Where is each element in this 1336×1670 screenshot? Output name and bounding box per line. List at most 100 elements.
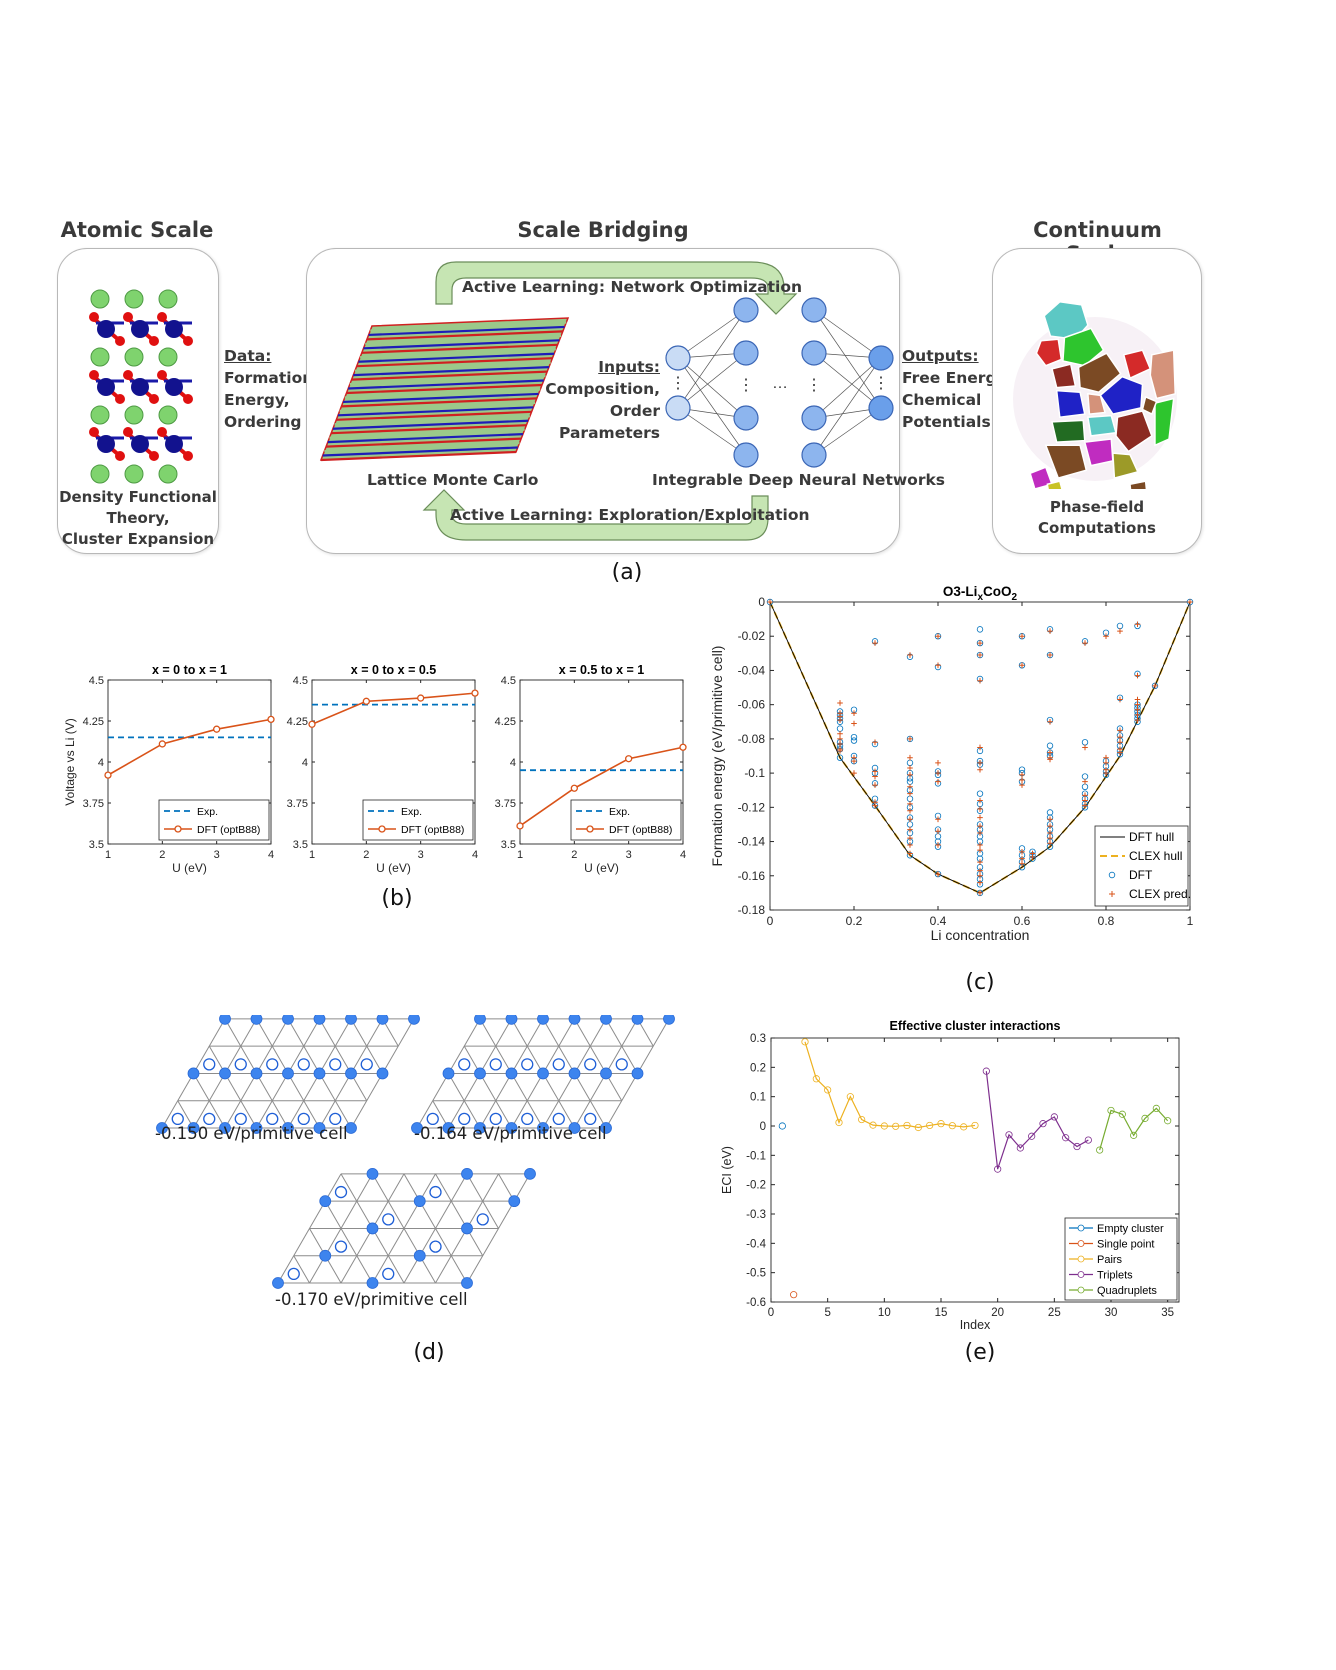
clex-point	[977, 806, 983, 812]
grain	[1046, 480, 1063, 489]
clex-point	[977, 859, 983, 865]
dft-line	[519, 746, 684, 827]
y-tick-label: 3.75	[83, 798, 104, 810]
dft-point	[516, 822, 524, 830]
atomic-scale-box: Density Functional Theory, Cluster Expan…	[57, 248, 219, 554]
clex-point	[1134, 701, 1141, 708]
nn-node	[733, 297, 759, 323]
nn-edge	[813, 407, 882, 456]
clex-point	[1152, 683, 1158, 689]
clex-point	[1082, 744, 1088, 751]
chart-title: Effective cluster interactions	[890, 1019, 1061, 1033]
li-atom	[124, 405, 144, 425]
lattice-line	[208, 1045, 257, 1129]
y-tick-label: 0.2	[750, 1062, 766, 1074]
series-point	[801, 1038, 809, 1046]
y-tick-label: -0.2	[746, 1180, 766, 1192]
filled-site-icon	[345, 1015, 357, 1025]
atomic-scale-title: Atomic Scale	[60, 218, 214, 242]
legend-marker	[1077, 1224, 1085, 1232]
x-tick-label: 3	[214, 849, 220, 861]
nn-edge	[677, 357, 747, 456]
filled-site-icon	[408, 1015, 420, 1025]
dft-point	[976, 626, 984, 633]
clex-point	[977, 847, 983, 853]
legend-dft-marker	[1108, 871, 1116, 879]
o-atom	[123, 312, 133, 322]
filled-site-icon	[376, 1067, 389, 1080]
nn-edge	[677, 309, 747, 359]
clex-point	[1047, 816, 1053, 823]
filled-site-icon	[537, 1067, 549, 1080]
x-axis-label: U (eV)	[584, 861, 619, 875]
lattice-stripe	[351, 370, 548, 381]
grain	[1087, 392, 1106, 415]
open-site-icon	[334, 1185, 348, 1199]
x-tick-label: 5	[824, 1307, 830, 1319]
lattice-stripe	[368, 325, 565, 337]
open-site-icon	[203, 1112, 216, 1126]
clex-point	[767, 599, 773, 605]
dft-point	[308, 720, 316, 728]
clex-point	[872, 640, 878, 646]
series-point	[1096, 1146, 1104, 1154]
open-site-icon	[476, 1213, 489, 1226]
clex-point	[977, 677, 983, 684]
li-atom	[124, 289, 144, 309]
bottom-arrow-label: Active Learning: Exploration/Exploitatio…	[450, 506, 810, 524]
filled-site-icon	[505, 1067, 518, 1080]
clex-point	[837, 700, 843, 706]
grain	[1154, 397, 1175, 447]
legend-marker	[1077, 1271, 1085, 1278]
open-site-icon	[552, 1112, 565, 1126]
y-tick-label: -0.5	[746, 1268, 766, 1280]
open-site-icon	[329, 1112, 342, 1126]
clex-point	[1047, 823, 1053, 829]
open-site-icon	[266, 1112, 279, 1126]
clex-point	[977, 814, 983, 821]
atomic-scale-label: Density Functional Theory, Cluster Expan…	[59, 488, 217, 548]
x-axis-label: U (eV)	[376, 861, 411, 875]
filled-site-icon	[474, 1067, 486, 1080]
clex-point	[977, 867, 983, 874]
legend-label: Quadruplets	[1097, 1285, 1157, 1297]
filled-site-icon	[366, 1277, 379, 1289]
clex-point	[935, 871, 941, 877]
y-tick-label: 0	[760, 1121, 766, 1133]
o-atom	[149, 336, 159, 346]
o-atom	[157, 427, 167, 437]
legend-exp-label: Exp.	[609, 806, 630, 818]
nn-vertical-ellipsis: ⋮	[738, 377, 754, 394]
filled-site-icon	[474, 1015, 486, 1025]
legend-label: Single point	[1097, 1239, 1155, 1251]
clex-point	[1019, 782, 1025, 788]
clex-point	[837, 736, 843, 742]
x-tick-label: 1	[517, 849, 523, 861]
clex-point	[1047, 628, 1053, 634]
li-atom	[158, 464, 178, 484]
caption-e: (e)	[964, 1340, 996, 1365]
y-tick-label: -0.4	[746, 1238, 766, 1250]
clex-point	[977, 830, 983, 836]
legend-dft-label: DFT (optB88)	[401, 824, 464, 836]
dft-point	[158, 740, 166, 748]
open-site-icon	[615, 1058, 628, 1071]
clex-point	[1029, 854, 1036, 860]
nn-edge	[677, 309, 747, 409]
clex-point	[837, 730, 843, 737]
lattice-stripe	[346, 383, 543, 395]
dft-point	[1046, 809, 1054, 816]
legend-marker	[1077, 1240, 1085, 1247]
filled-site-icon	[345, 1067, 357, 1080]
x-tick-label: 10	[878, 1307, 891, 1319]
series-point	[835, 1118, 843, 1127]
triangular-lattice	[156, 1015, 420, 1134]
nn-node	[801, 442, 827, 468]
legend-clex-hull-label: CLEX hull	[1129, 849, 1182, 863]
dft-point	[850, 733, 858, 741]
clex-point	[1047, 830, 1053, 836]
scale-bridging-title: Scale Bridging	[517, 218, 689, 242]
filled-site-icon	[319, 1195, 332, 1208]
clex-point	[1047, 756, 1053, 763]
series-point	[1073, 1142, 1081, 1151]
